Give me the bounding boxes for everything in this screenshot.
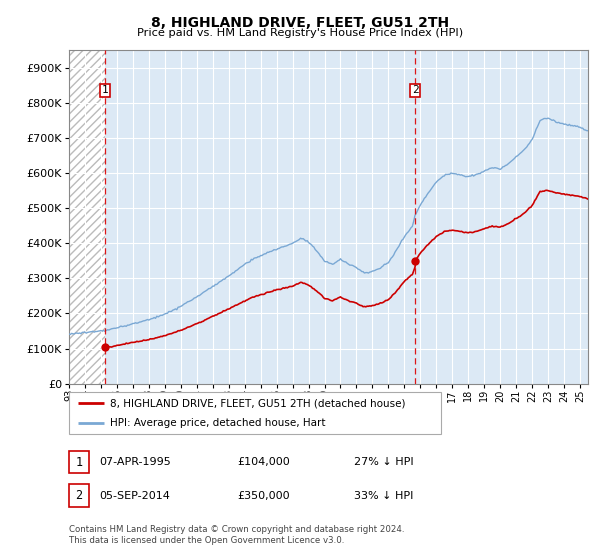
Text: Contains HM Land Registry data © Crown copyright and database right 2024.
This d: Contains HM Land Registry data © Crown c… [69, 525, 404, 545]
Text: 1: 1 [101, 85, 109, 95]
Text: 8, HIGHLAND DRIVE, FLEET, GU51 2TH: 8, HIGHLAND DRIVE, FLEET, GU51 2TH [151, 16, 449, 30]
Text: 8, HIGHLAND DRIVE, FLEET, GU51 2TH (detached house): 8, HIGHLAND DRIVE, FLEET, GU51 2TH (deta… [110, 398, 406, 408]
Text: Price paid vs. HM Land Registry's House Price Index (HPI): Price paid vs. HM Land Registry's House … [137, 28, 463, 38]
Text: 05-SEP-2014: 05-SEP-2014 [99, 491, 170, 501]
Text: £104,000: £104,000 [237, 457, 290, 467]
Text: 2: 2 [76, 489, 82, 502]
Bar [105, 50, 588, 384]
Text: 27% ↓ HPI: 27% ↓ HPI [354, 457, 413, 467]
Text: 33% ↓ HPI: 33% ↓ HPI [354, 491, 413, 501]
Text: 1: 1 [76, 455, 82, 469]
Text: 2: 2 [412, 85, 418, 95]
Text: 07-APR-1995: 07-APR-1995 [99, 457, 171, 467]
Text: £350,000: £350,000 [237, 491, 290, 501]
Text: HPI: Average price, detached house, Hart: HPI: Average price, detached house, Hart [110, 418, 325, 428]
Bar [69, 50, 105, 384]
